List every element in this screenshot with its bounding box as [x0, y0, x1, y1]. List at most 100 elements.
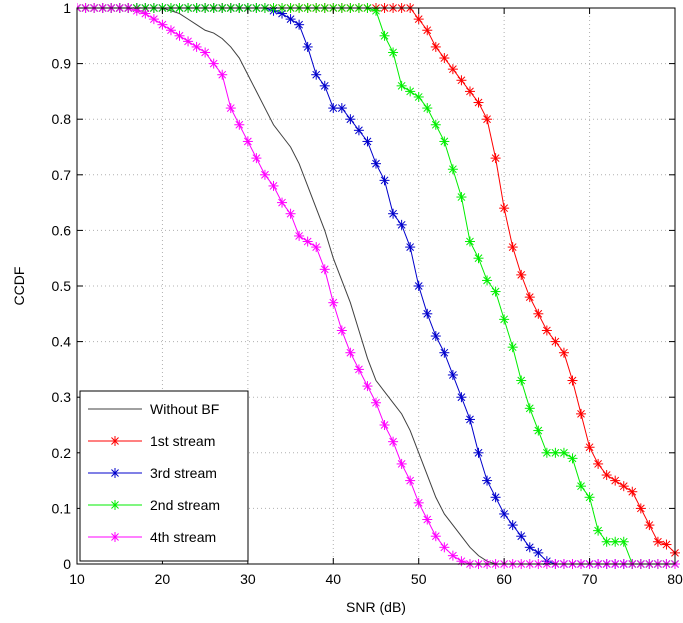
data-point-marker [584, 442, 595, 453]
data-point-marker [379, 420, 390, 430]
data-point-marker [533, 425, 544, 436]
data-point-marker [302, 41, 313, 52]
data-point-marker [259, 169, 270, 180]
data-point-marker [183, 36, 194, 47]
y-axis-label: CCDF [11, 267, 27, 306]
legend-box [79, 390, 249, 562]
data-point-marker [336, 103, 347, 114]
y-tick-label: 0.3 [52, 389, 72, 405]
data-point-marker [430, 531, 441, 542]
y-tick-label: 0 [63, 556, 71, 572]
data-point-marker [388, 208, 399, 219]
data-point-marker [618, 536, 629, 547]
data-point-marker [473, 253, 484, 264]
data-point-marker [396, 219, 407, 230]
data-point-marker [464, 414, 475, 425]
data-point-marker [413, 91, 424, 102]
data-point-marker [422, 103, 433, 114]
data-point-marker [490, 153, 501, 164]
legend-item: Without BF [88, 401, 219, 417]
legend-item: 4th stream [88, 529, 216, 545]
data-point-marker [110, 436, 120, 446]
data-point-marker [533, 308, 544, 319]
data-point-marker [541, 325, 552, 336]
data-point-marker [456, 75, 467, 86]
data-point-marker [422, 514, 433, 525]
data-point-marker [593, 525, 604, 536]
data-point-marker [456, 192, 467, 203]
data-point-marker [524, 403, 535, 414]
data-point-marker [661, 539, 672, 550]
data-point-marker [110, 532, 120, 542]
y-tick-label: 0.9 [52, 56, 72, 72]
data-point-marker [413, 281, 424, 291]
data-point-marker [131, 5, 142, 16]
data-point-marker [499, 314, 510, 325]
y-tick-label: 0.5 [52, 278, 72, 294]
legend: Without BF 1st stream 3rd stream 2nd stream… [79, 390, 249, 562]
x-tick-label: 20 [155, 571, 171, 587]
data-point-marker [576, 408, 587, 419]
legend-item: 2nd stream [88, 497, 220, 513]
x-tick-label: 60 [496, 571, 512, 587]
legend-label: Without BF [150, 401, 219, 417]
data-point-marker [294, 19, 305, 30]
x-tick-label: 50 [411, 571, 427, 587]
data-point-marker [217, 69, 228, 80]
data-point-marker [174, 30, 185, 41]
data-point-marker [379, 30, 390, 41]
data-point-marker [439, 53, 450, 64]
data-point-marker [311, 69, 322, 80]
data-point-marker [558, 347, 569, 358]
data-point-marker [353, 125, 364, 136]
data-point-marker [430, 331, 441, 342]
data-point-marker [371, 5, 381, 16]
legend-item: 3rd stream [88, 465, 217, 481]
data-point-marker [405, 86, 416, 97]
data-point-marker [148, 14, 159, 25]
data-point-marker [524, 292, 535, 303]
data-point-marker [319, 264, 330, 275]
y-tick-label: 0.2 [52, 445, 72, 461]
data-point-marker [516, 531, 527, 542]
data-point-marker [345, 114, 356, 125]
data-point-marker [396, 80, 407, 91]
data-point-marker [110, 468, 120, 478]
data-point-marker [328, 297, 339, 308]
data-point-marker [251, 153, 262, 164]
data-point-marker [302, 236, 313, 247]
data-point-marker [430, 41, 441, 52]
data-point-marker [473, 447, 484, 458]
series-without-bf [77, 7, 675, 565]
data-point-marker [482, 114, 493, 125]
data-point-marker [225, 103, 236, 114]
data-point-marker [618, 481, 629, 492]
data-point-marker [499, 508, 510, 519]
data-point-marker [157, 19, 168, 30]
data-point-marker [601, 470, 612, 481]
data-point-marker [353, 364, 364, 375]
data-point-marker [464, 236, 475, 247]
data-point-marker [242, 136, 253, 147]
data-point-marker [336, 325, 347, 336]
x-tick-label: 70 [582, 571, 598, 587]
data-point-marker [362, 381, 373, 392]
data-point-marker [285, 14, 296, 25]
data-point-marker [507, 242, 518, 253]
data-point-marker [490, 492, 501, 503]
data-point-marker [482, 475, 493, 486]
data-point-marker [422, 308, 433, 319]
data-point-marker [413, 14, 424, 25]
data-point-marker [652, 536, 663, 547]
data-point-marker [610, 475, 621, 486]
data-point-marker [345, 347, 356, 358]
legend-label: 1st stream [150, 433, 215, 449]
data-point-marker [285, 208, 296, 219]
data-point-marker [627, 486, 638, 497]
data-point-marker [319, 80, 330, 91]
series-layer [77, 3, 680, 569]
data-point-marker [507, 520, 518, 531]
data-point-marker [550, 336, 561, 347]
series-line [77, 7, 675, 565]
data-point-marker [439, 347, 450, 358]
